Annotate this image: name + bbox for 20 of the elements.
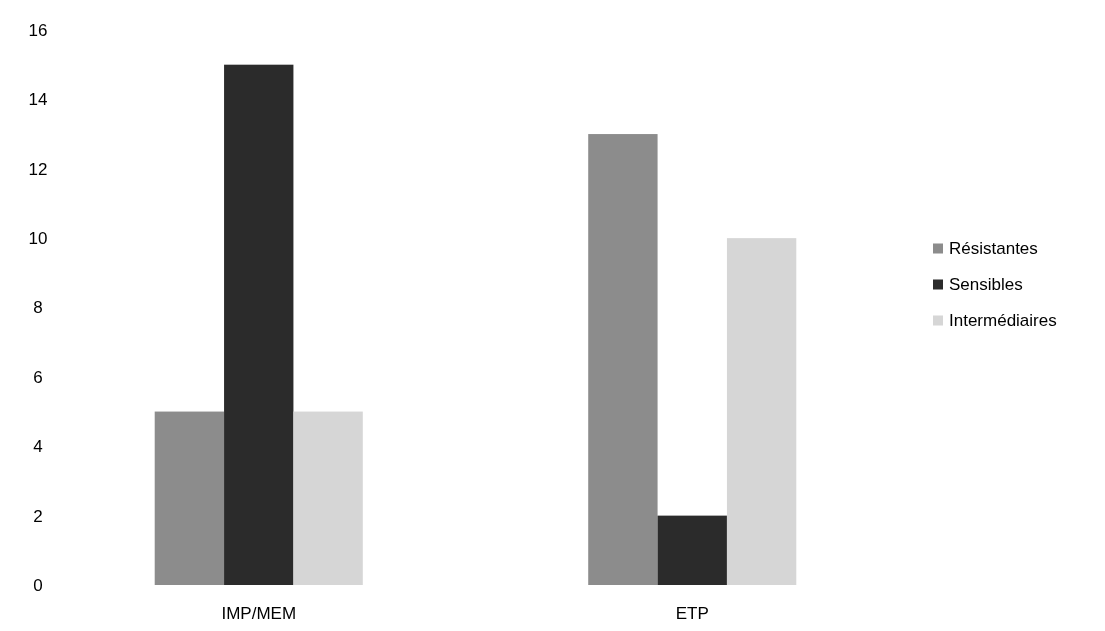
bar [293, 411, 363, 585]
legend-label: Résistantes [949, 238, 1038, 258]
y-tick-label: 4 [33, 437, 43, 457]
y-tick-label: 12 [28, 159, 48, 179]
bar [588, 134, 658, 585]
y-tick-label: 14 [28, 90, 48, 110]
y-tick-label: 8 [33, 298, 43, 318]
y-tick-label: 0 [33, 575, 43, 595]
legend-label: Sensibles [949, 274, 1023, 294]
bar [154, 411, 225, 585]
bar [657, 515, 727, 585]
x-tick-label: IMP/MEM [221, 604, 297, 623]
legend-label: Intermédiaires [949, 310, 1057, 330]
x-tick-label: ETP [675, 604, 709, 623]
y-tick-label: 16 [28, 20, 48, 40]
y-tick-label: 10 [28, 229, 48, 249]
y-tick-label: 2 [33, 506, 43, 526]
bar [726, 238, 797, 585]
bar [224, 64, 294, 585]
y-tick-label: 6 [33, 367, 43, 387]
